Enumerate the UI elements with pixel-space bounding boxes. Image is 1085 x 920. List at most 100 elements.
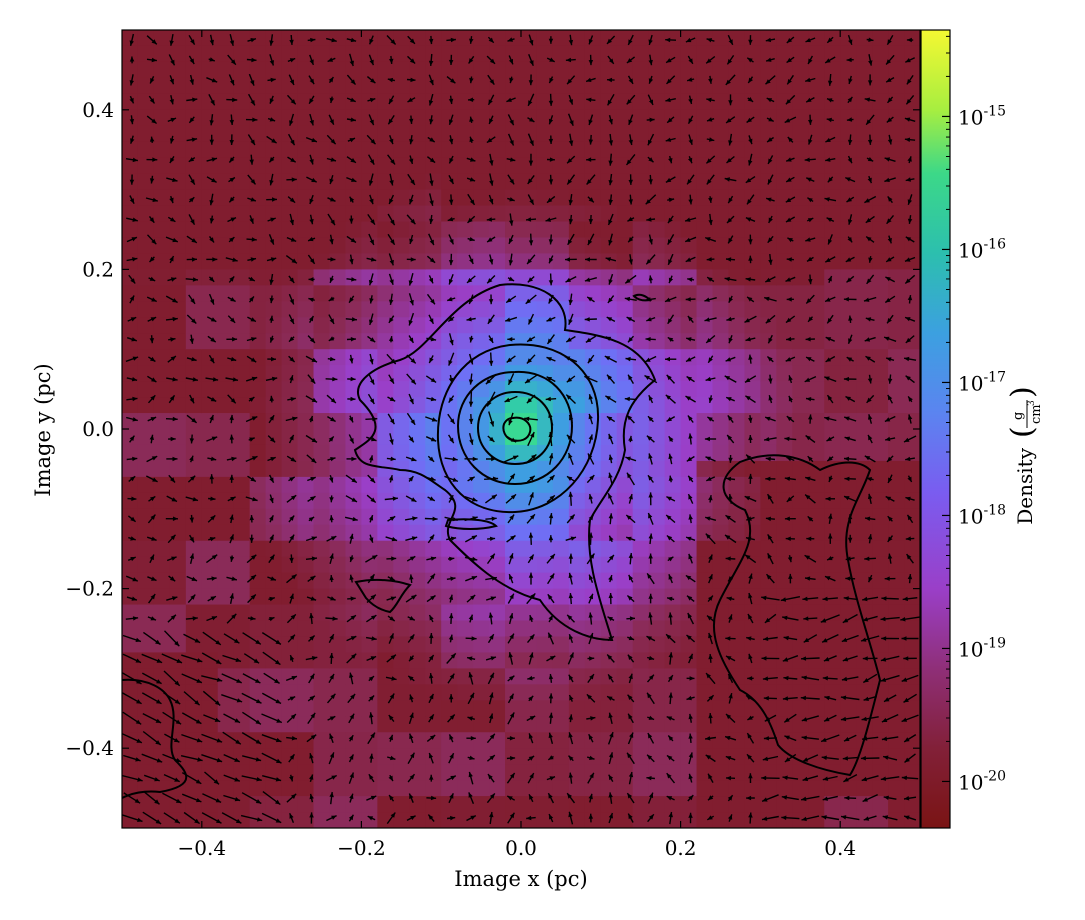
density-cell	[633, 94, 650, 111]
density-cell	[377, 621, 394, 638]
density-cell	[888, 732, 905, 749]
density-cell	[250, 269, 267, 286]
density-cell	[186, 621, 203, 638]
density-cell	[569, 381, 586, 398]
density-cell	[202, 636, 219, 653]
density-cell	[776, 142, 793, 159]
density-cell	[170, 509, 187, 526]
density-cell	[553, 126, 570, 143]
density-cell	[553, 732, 570, 749]
density-cell	[361, 78, 378, 95]
density-cell	[808, 589, 825, 606]
density-cell	[601, 46, 618, 63]
density-cell	[138, 349, 155, 366]
density-cell	[154, 349, 171, 366]
density-cell	[776, 269, 793, 286]
density-cell	[713, 110, 730, 127]
density-cell	[888, 589, 905, 606]
density-cell	[314, 206, 331, 223]
density-cell	[393, 333, 410, 350]
density-cell	[792, 700, 809, 717]
density-cell	[250, 621, 267, 638]
density-cell	[808, 301, 825, 318]
density-cell	[633, 158, 650, 175]
density-cell	[473, 541, 490, 558]
density-cell	[234, 110, 251, 127]
density-cell	[186, 557, 203, 574]
density-cell	[697, 461, 714, 478]
density-cell	[393, 413, 410, 430]
density-cell	[824, 780, 841, 797]
density-cell	[760, 206, 777, 223]
density-cell	[377, 732, 394, 749]
density-cell	[824, 190, 841, 207]
density-cell	[585, 94, 602, 111]
density-cell	[904, 349, 921, 366]
density-cell	[665, 349, 682, 366]
density-cell	[904, 493, 921, 510]
density-cell	[633, 333, 650, 350]
density-cell	[377, 110, 394, 127]
density-cell	[537, 812, 554, 829]
density-cell	[218, 652, 235, 669]
density-cell	[361, 716, 378, 733]
density-cell	[361, 668, 378, 685]
density-cell	[824, 46, 841, 63]
density-cell	[776, 333, 793, 350]
density-cell	[122, 636, 139, 653]
density-cell	[744, 557, 761, 574]
density-cell	[425, 46, 442, 63]
density-cell	[824, 605, 841, 622]
density-cell	[505, 477, 522, 494]
density-cell	[393, 445, 410, 462]
density-cell	[282, 285, 299, 302]
density-cell	[393, 796, 410, 813]
density-cell	[505, 301, 522, 318]
density-cell	[138, 62, 155, 79]
density-cell	[792, 333, 809, 350]
density-cell	[697, 62, 714, 79]
density-cell	[298, 732, 315, 749]
density-cell	[697, 269, 714, 286]
density-cell	[760, 748, 777, 765]
density-cell	[266, 684, 283, 701]
density-cell	[553, 237, 570, 254]
density-cell	[282, 652, 299, 669]
density-cell	[776, 509, 793, 526]
density-cell	[601, 652, 618, 669]
density-cell	[441, 796, 458, 813]
density-cell	[681, 269, 698, 286]
density-cell	[505, 62, 522, 79]
density-cell	[250, 573, 267, 590]
density-cell	[601, 126, 618, 143]
density-cell	[393, 397, 410, 414]
density-cell	[744, 589, 761, 606]
density-cell	[760, 668, 777, 685]
density-cell	[234, 557, 251, 574]
density-cell	[713, 126, 730, 143]
density-cell	[170, 190, 187, 207]
density-cell	[713, 525, 730, 542]
density-cell	[329, 253, 346, 270]
density-cell	[744, 269, 761, 286]
density-cell	[904, 253, 921, 270]
density-cell	[585, 190, 602, 207]
density-cell	[633, 381, 650, 398]
density-cell	[314, 764, 331, 781]
density-cell	[553, 557, 570, 574]
density-cell	[154, 636, 171, 653]
density-cell	[218, 174, 235, 191]
density-cell	[505, 796, 522, 813]
density-cell	[218, 62, 235, 79]
density-cell	[186, 397, 203, 414]
density-cell	[282, 174, 299, 191]
density-cell	[138, 110, 155, 127]
density-cell	[521, 573, 538, 590]
density-cell	[665, 780, 682, 797]
density-cell	[697, 668, 714, 685]
density-cell	[872, 397, 889, 414]
density-cell	[154, 365, 171, 382]
density-cell	[409, 780, 426, 797]
density-cell	[505, 684, 522, 701]
density-cell	[872, 461, 889, 478]
